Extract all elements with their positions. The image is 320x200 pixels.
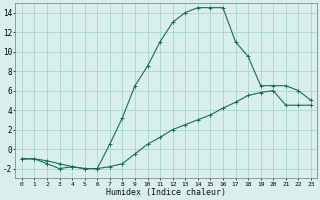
X-axis label: Humidex (Indice chaleur): Humidex (Indice chaleur) xyxy=(106,188,226,197)
